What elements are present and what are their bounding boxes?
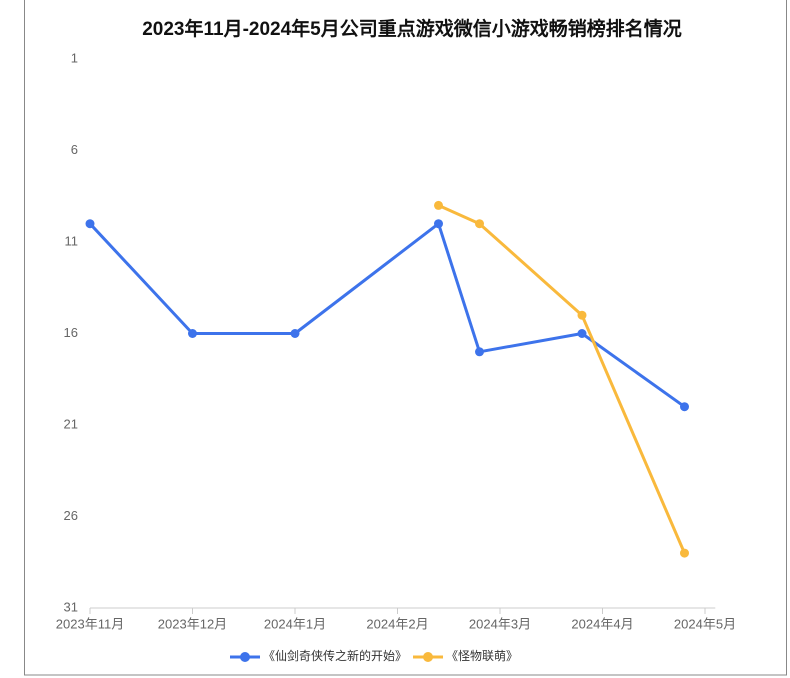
y-tick-label: 31 <box>64 599 78 614</box>
y-tick-label: 1 <box>71 50 78 65</box>
point <box>577 329 587 338</box>
x-tick-label: 2024年1月 <box>264 616 326 631</box>
point <box>577 310 587 320</box>
x-tick-label: 2024年2月 <box>366 616 428 631</box>
x-tick-label: 2024年3月 <box>469 616 531 631</box>
legend-marker <box>423 652 434 662</box>
y-tick-label: 16 <box>64 325 78 340</box>
series-line <box>88 222 686 408</box>
legend-label: 《怪物联萌》 <box>446 649 518 663</box>
series-line <box>437 204 686 554</box>
point <box>434 219 443 229</box>
point <box>290 329 300 338</box>
y-tick-label: 26 <box>64 508 78 523</box>
chart-title: 2023年11月-2024年5月公司重点游戏微信小游戏畅销榜排名情况 <box>142 17 682 40</box>
point <box>475 219 484 229</box>
x-tick-label: 2023年11月 <box>56 616 124 631</box>
x-tick-label: 2023年12月 <box>158 616 227 631</box>
point <box>475 347 484 357</box>
point <box>434 200 443 210</box>
legend-marker <box>240 652 250 662</box>
point <box>188 329 197 338</box>
x-tick-label: 2024年5月 <box>674 616 736 631</box>
point <box>85 219 95 229</box>
point <box>680 402 689 412</box>
y-tick-label: 21 <box>64 416 78 431</box>
point <box>680 548 689 558</box>
frame <box>24 0 787 676</box>
y-tick-label: 11 <box>65 233 79 248</box>
y-tick-label: 6 <box>71 142 78 157</box>
x-tick-label: 2024年4月 <box>571 616 633 631</box>
legend-label: 《仙剑奇侠传之新的开始》 <box>263 648 407 663</box>
